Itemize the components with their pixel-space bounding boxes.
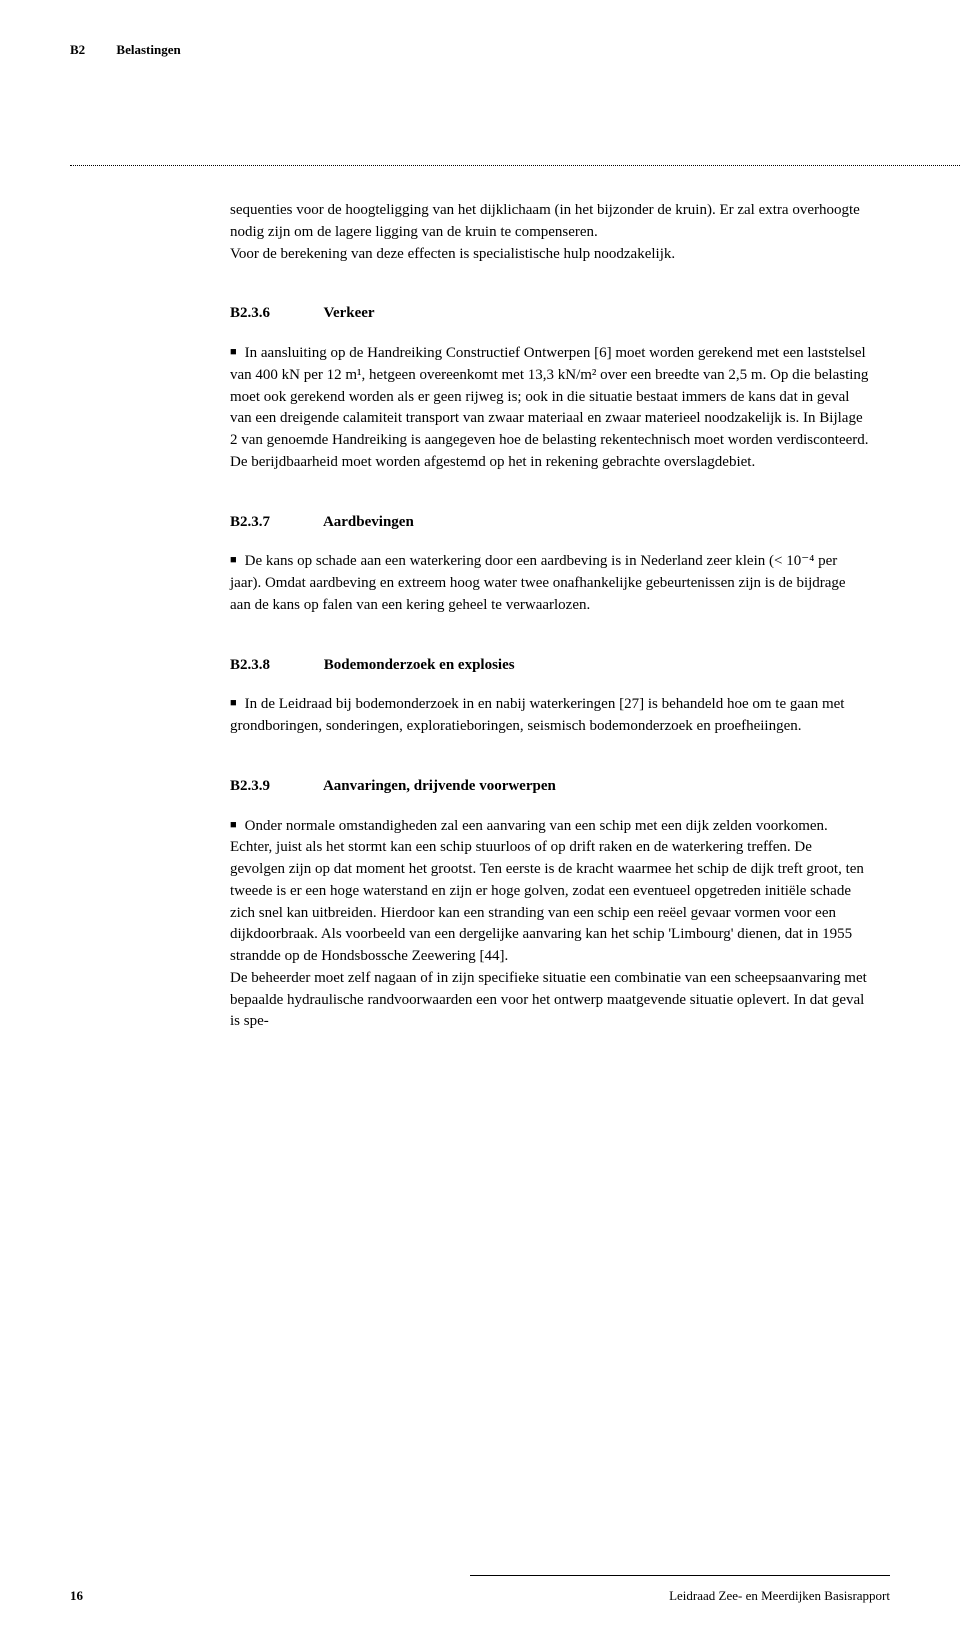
section-heading: B2.3.8 Bodemonderzoek en explosies: [230, 655, 870, 677]
paragraph-text: In de Leidraad bij bodemonderzoek in en …: [230, 696, 844, 734]
footer-page-number: 16: [70, 1588, 83, 1604]
intro-paragraph: sequenties voor de hoogteligging van het…: [230, 200, 870, 265]
section-num: B2.3.6: [230, 303, 320, 325]
section-heading: B2.3.9 Aanvaringen, drijvende voorwerpen: [230, 776, 870, 798]
section-paragraph: In de Leidraad bij bodemonderzoek in en …: [230, 694, 870, 738]
section-num: B2.3.9: [230, 776, 320, 798]
section-paragraph: In aansluiting op de Handreiking Constru…: [230, 343, 870, 474]
body-content: sequenties voor de hoogteligging van het…: [230, 200, 870, 1055]
paragraph-text: De kans op schade aan een waterkering do…: [230, 553, 846, 613]
section-title: Verkeer: [323, 305, 374, 321]
section-paragraph: Onder normale omstandigheden zal een aan…: [230, 816, 870, 1034]
paragraph-text: In aansluiting op de Handreiking Constru…: [230, 345, 869, 470]
footer-rule: [470, 1575, 890, 1576]
section-title: Bodemonderzoek en explosies: [324, 657, 515, 673]
horizontal-dotted-rule: [70, 165, 960, 166]
section-title: Aardbevingen: [323, 514, 414, 530]
paragraph-text: Onder normale omstandigheden zal een aan…: [230, 818, 867, 1030]
section-num: B2.3.8: [230, 655, 320, 677]
footer-doc-title: Leidraad Zee- en Meerdijken Basisrapport: [669, 1588, 890, 1604]
section-heading: B2.3.7 Aardbevingen: [230, 512, 870, 534]
section-heading: B2.3.6 Verkeer: [230, 303, 870, 325]
header-section-title: Belastingen: [116, 42, 180, 57]
page-header: B2 Belastingen: [70, 42, 181, 58]
section-paragraph: De kans op schade aan een waterkering do…: [230, 551, 870, 616]
header-section-num: B2: [70, 42, 85, 57]
section-title: Aanvaringen, drijvende voorwerpen: [323, 778, 556, 794]
section-num: B2.3.7: [230, 512, 320, 534]
